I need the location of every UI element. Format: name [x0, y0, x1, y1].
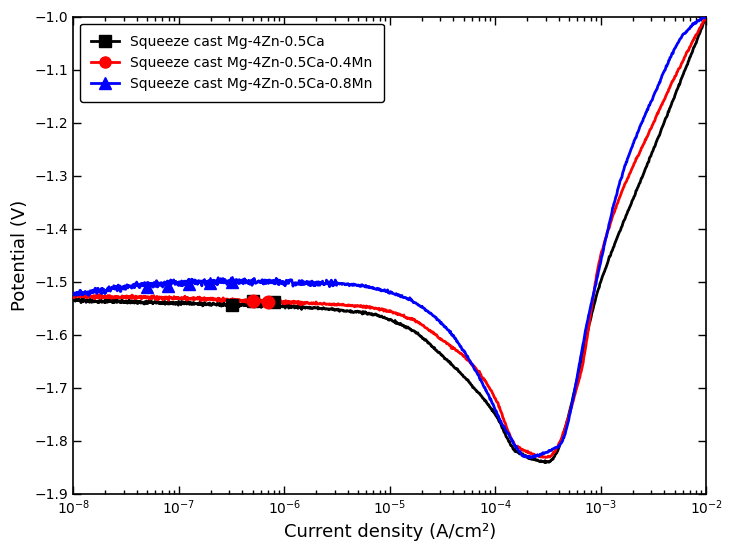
Y-axis label: Potential (V): Potential (V) [11, 200, 29, 311]
X-axis label: Current density (A/cm²): Current density (A/cm²) [283, 523, 496, 541]
Legend: Squeeze cast Mg-4Zn-0.5Ca, Squeeze cast Mg-4Zn-0.5Ca-0.4Mn, Squeeze cast Mg-4Zn-: Squeeze cast Mg-4Zn-0.5Ca, Squeeze cast … [80, 24, 384, 102]
